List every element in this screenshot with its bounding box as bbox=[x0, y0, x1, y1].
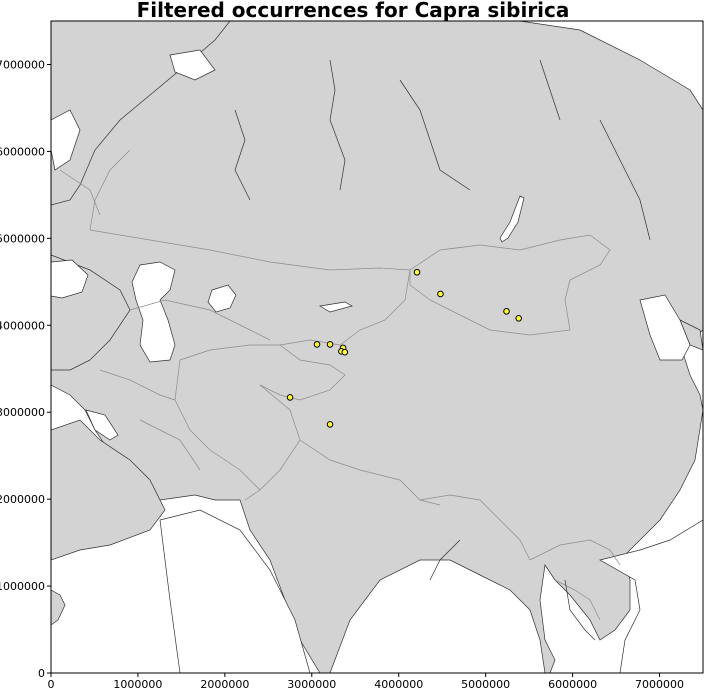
y-tick-label: 0 bbox=[38, 667, 45, 680]
africa-landmass bbox=[51, 589, 66, 626]
x-axis: 0 1000000 2000000 3000000 4000000 5000000 6000… bbox=[48, 673, 684, 690]
black-sea bbox=[51, 259, 89, 299]
bay-of-bengal bbox=[329, 559, 546, 673]
yellow-sea bbox=[639, 294, 691, 361]
y-tick-label: 5000000 bbox=[0, 232, 45, 245]
y-tick-label: 3000000 bbox=[0, 406, 45, 419]
x-tick-label: 2000000 bbox=[200, 678, 249, 690]
lake-baikal bbox=[499, 195, 525, 243]
occurrence-point bbox=[413, 268, 421, 276]
persian-gulf bbox=[85, 409, 119, 441]
aral-sea bbox=[207, 284, 237, 313]
arabian-sea bbox=[159, 509, 311, 673]
south-china-sea bbox=[599, 519, 703, 673]
x-tick-label: 1000000 bbox=[113, 678, 162, 690]
x-tick-label: 7000000 bbox=[635, 678, 684, 690]
occurrence-point bbox=[326, 341, 334, 348]
y-tick-label: 2000000 bbox=[0, 493, 45, 506]
x-tick-label: 0 bbox=[48, 678, 55, 690]
x-tick-label: 4000000 bbox=[374, 678, 423, 690]
occurrence-point bbox=[515, 315, 523, 322]
white-sea bbox=[169, 49, 216, 81]
y-tick-label: 4000000 bbox=[0, 319, 45, 332]
landmass-layer bbox=[51, 21, 703, 673]
y-tick-label: 6000000 bbox=[0, 145, 45, 158]
baltic-sea bbox=[51, 109, 81, 171]
caspian-sea bbox=[131, 261, 176, 363]
rivers bbox=[234, 59, 651, 641]
occurrence-point bbox=[286, 394, 294, 401]
occurrence-point bbox=[313, 341, 321, 348]
arabia-landmass bbox=[51, 419, 166, 561]
occurrence-point bbox=[341, 348, 349, 356]
plot-frame bbox=[50, 20, 704, 674]
map-title: Filtered occurrences for Capra sibirica bbox=[136, 0, 570, 22]
x-tick-label: 6000000 bbox=[548, 678, 597, 690]
country-borders bbox=[59, 149, 621, 621]
occurrence-markers bbox=[286, 268, 523, 428]
y-tick-label: 1000000 bbox=[0, 580, 45, 593]
sri-lanka-gap bbox=[350, 660, 365, 673]
y-tick-label: 7000000 bbox=[0, 58, 45, 71]
y-axis: 0 1000000 2000000 3000000 4000000 5000000 6000… bbox=[0, 58, 51, 680]
x-tick-label: 5000000 bbox=[461, 678, 510, 690]
lake-balkhash bbox=[318, 301, 353, 313]
occurrence-point bbox=[326, 421, 334, 428]
occurrence-point bbox=[437, 290, 444, 298]
x-tick-label: 3000000 bbox=[287, 678, 336, 690]
occurrence-point bbox=[503, 308, 510, 315]
scandinavia-landmass bbox=[51, 21, 231, 206]
